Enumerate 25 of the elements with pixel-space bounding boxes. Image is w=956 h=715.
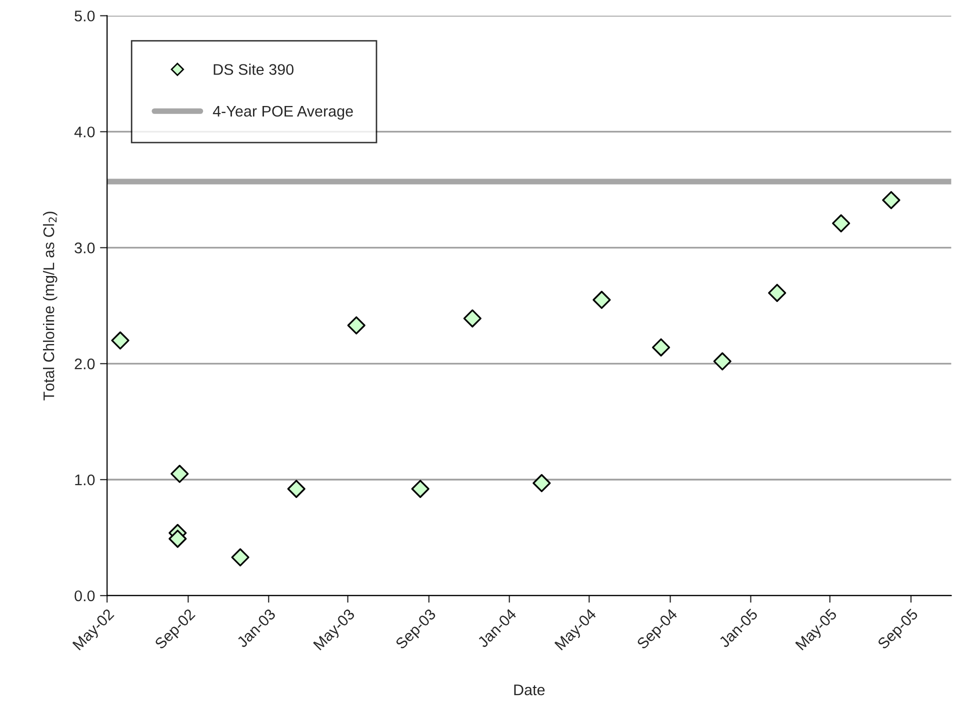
point xyxy=(832,214,850,232)
point xyxy=(652,338,670,356)
y-tick-label: 0.0 xyxy=(74,590,95,602)
point xyxy=(768,284,786,302)
y-tick-label: 2.0 xyxy=(74,358,95,370)
point xyxy=(111,331,130,350)
point xyxy=(882,191,900,210)
legend-label: DS Site 390 xyxy=(214,64,294,75)
y-tick-label: 1.0 xyxy=(75,474,95,486)
point xyxy=(231,548,250,566)
point xyxy=(168,530,187,548)
point xyxy=(287,480,306,498)
x-axis-title: Date xyxy=(514,684,545,696)
point xyxy=(347,316,366,334)
point xyxy=(463,309,482,328)
y-axis-title: Total Chlorine (mg/L as Cl$_{2}$) xyxy=(43,212,58,400)
point xyxy=(411,480,430,498)
legend-label: 4-Year POE Average xyxy=(212,106,353,120)
y-tick-label: 5.0 xyxy=(74,10,95,22)
point xyxy=(592,290,611,309)
y-tick-label: 4.0 xyxy=(74,126,95,138)
point xyxy=(713,352,732,370)
point xyxy=(532,474,551,492)
y-tick-label: 3.0 xyxy=(74,242,95,254)
point xyxy=(170,464,189,483)
